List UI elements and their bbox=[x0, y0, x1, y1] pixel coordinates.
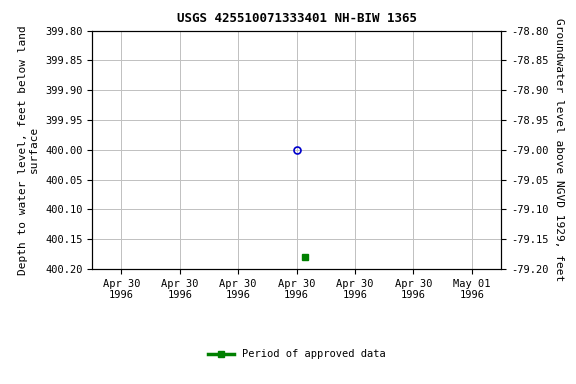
Y-axis label: Groundwater level above NGVD 1929, feet: Groundwater level above NGVD 1929, feet bbox=[554, 18, 564, 281]
Y-axis label: Depth to water level, feet below land
surface: Depth to water level, feet below land su… bbox=[18, 25, 39, 275]
Legend: Period of approved data: Period of approved data bbox=[203, 345, 390, 364]
Title: USGS 425510071333401 NH-BIW 1365: USGS 425510071333401 NH-BIW 1365 bbox=[177, 12, 416, 25]
